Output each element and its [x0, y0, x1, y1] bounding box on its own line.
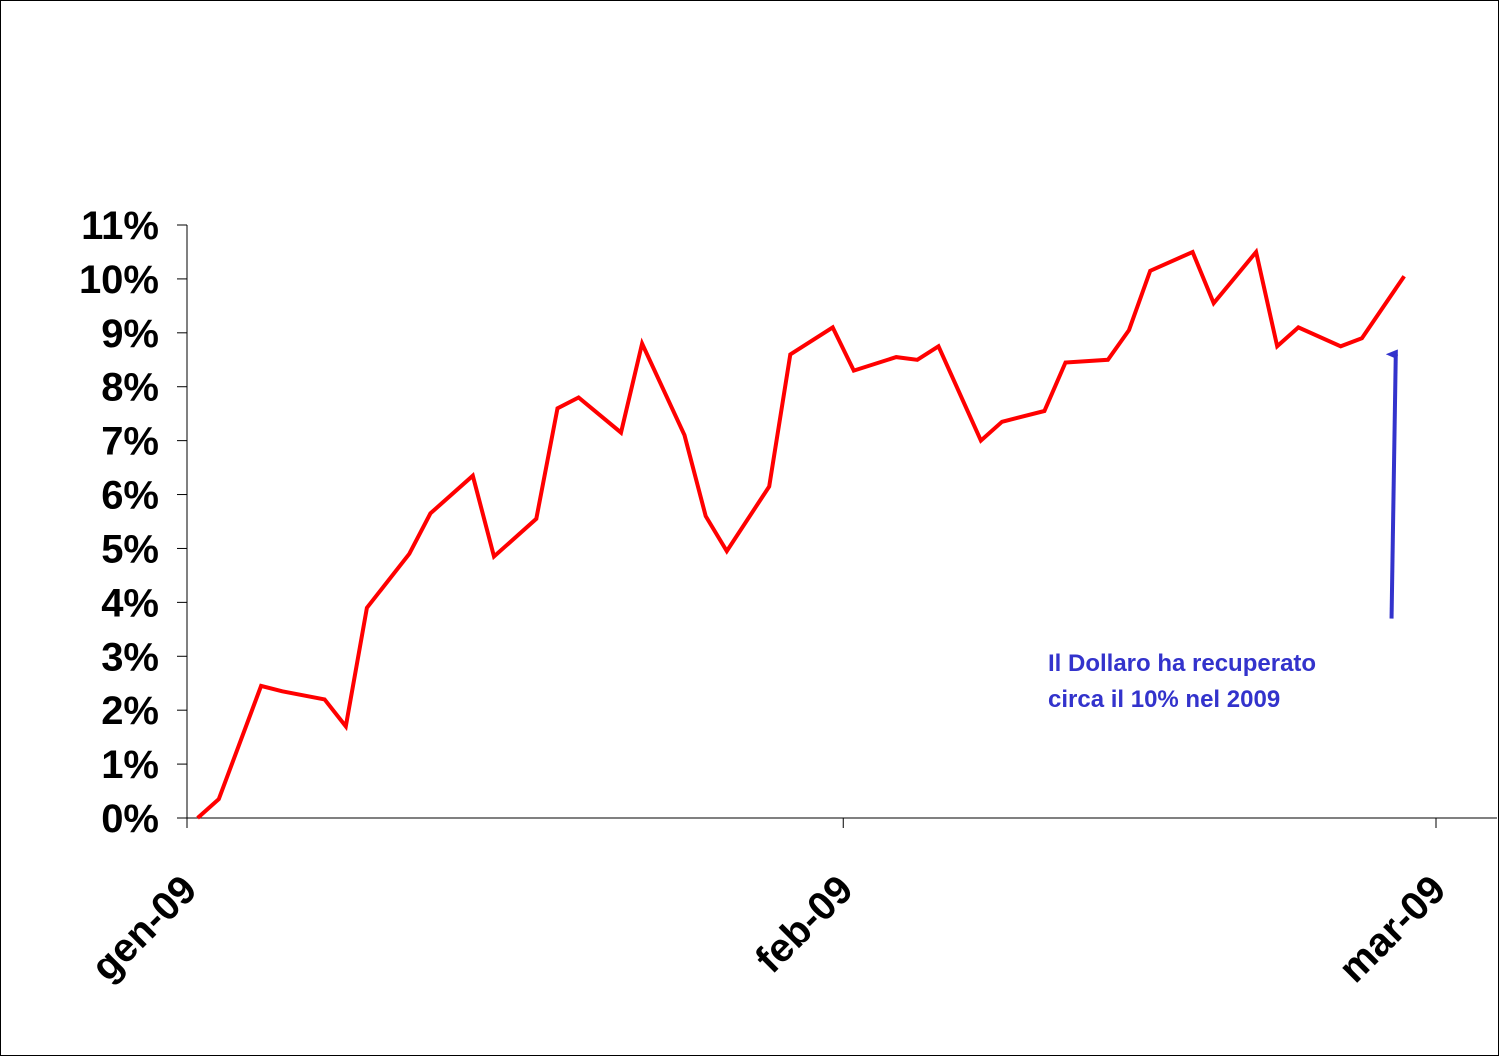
y-tick-label: 0% — [101, 797, 159, 841]
y-tick-label: 4% — [101, 581, 159, 625]
y-tick-label: 2% — [101, 689, 159, 733]
x-tick-label: mar-09 — [1330, 867, 1454, 991]
annotation-group: Il Dollaro ha recuperato circa il 10% nel… — [1048, 349, 1398, 713]
y-tick-label: 8% — [101, 366, 159, 410]
annotation-text: Il Dollaro ha recuperato — [1048, 650, 1316, 677]
series-group — [196, 247, 1406, 820]
y-tick-label: 11% — [81, 204, 159, 248]
y-tick-label: 9% — [101, 312, 159, 356]
y-tick-label: 5% — [101, 527, 159, 571]
y-tick-label: 6% — [101, 474, 159, 518]
y-tick-label: 7% — [101, 420, 159, 464]
annotation-arrow — [1385, 349, 1398, 619]
y-tick-label: 3% — [101, 635, 159, 679]
annotation-text: circa il 10% nel 2009 — [1048, 686, 1280, 713]
y-axis-ticks: 0% 1% 2% 3% 4% 5% 6% 7% 8% 9% 10% 11% — [79, 204, 187, 841]
x-tick-label: gen-09 — [83, 867, 205, 989]
series-line — [196, 247, 1406, 820]
x-tick-label: feb-09 — [747, 867, 861, 981]
axes — [186, 225, 1497, 819]
y-tick-label: 1% — [101, 743, 159, 787]
y-tick-label: 10% — [79, 258, 159, 302]
x-axis-ticks: gen-09 feb-09 mar-09 — [83, 818, 1454, 991]
